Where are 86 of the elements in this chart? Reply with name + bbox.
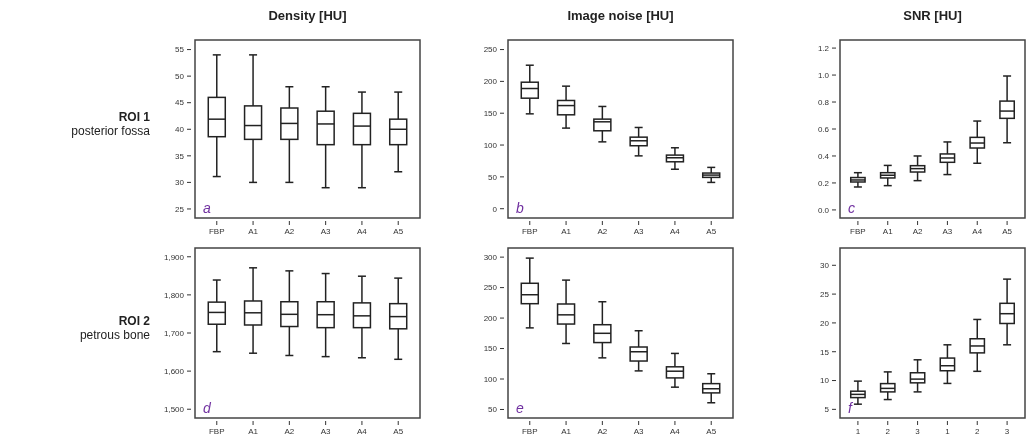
x-tick-label: A3 (320, 427, 332, 436)
x-tick-label: A5 (1002, 227, 1013, 236)
y-tick-label: 20 (820, 318, 830, 328)
y-tick-label: 0.4 (817, 151, 830, 161)
text: posterior fossa (71, 124, 151, 138)
y-tick-label: 10 (820, 376, 830, 386)
y-tick-label: 50 (175, 71, 185, 81)
x-tick-label: 2 (885, 427, 891, 436)
x-tick-label: A2 (912, 227, 924, 236)
y-tick-label: 40 (175, 125, 185, 135)
y-tick-label: 50 (488, 405, 498, 415)
annotation: b (516, 200, 524, 216)
annotation: c (848, 200, 855, 216)
x-tick-label: FBP (521, 427, 538, 436)
y-tick-label: 300 (483, 252, 498, 262)
y-tick-label: 45 (175, 98, 185, 108)
x-tick-label: A3 (320, 227, 332, 236)
x-tick-label: A4 (670, 227, 681, 236)
x-tick-label: A2 (597, 427, 608, 436)
y-tick-label: 0.0 (817, 205, 830, 215)
x-tick-label: A2 (284, 427, 295, 436)
y-tick-label: 1,700 (163, 328, 185, 338)
y-tick-label: 100 (483, 374, 498, 384)
x-tick-label: A4 (972, 227, 983, 236)
y-tick-label: 0 (492, 204, 498, 214)
x-tick-label: 1 (945, 427, 951, 436)
x-tick-label: A3 (633, 227, 645, 236)
x-tick-label: 3 (915, 427, 921, 436)
x-tick-label: A5 (706, 227, 717, 236)
y-tick-label: 1,600 (163, 366, 185, 376)
annotation: a (203, 200, 211, 216)
y-tick-label: 150 (483, 109, 498, 119)
x-tick-label: A3 (942, 227, 953, 236)
y-tick-label: 1,800 (163, 290, 185, 300)
x-tick-label: FBP (208, 227, 225, 236)
text: petrous bone (79, 328, 151, 342)
x-tick-label: FBP (208, 427, 225, 436)
y-tick-label: 0.8 (817, 97, 830, 107)
x-tick-label: A5 (393, 427, 404, 436)
y-tick-label: 55 (175, 45, 185, 55)
x-tick-label: 1 (855, 427, 861, 436)
y-tick-label: 5 (824, 405, 830, 415)
y-tick-label: 1,500 (163, 405, 185, 415)
y-tick-label: 200 (483, 77, 498, 87)
y-tick-label: 30 (820, 261, 830, 271)
x-tick-label: 2 (975, 427, 981, 436)
x-tick-label: A4 (357, 427, 368, 436)
annotation: e (516, 400, 524, 416)
x-tick-label: A1 (561, 427, 572, 436)
y-tick-label: 100 (483, 140, 498, 150)
x-tick-label: A1 (248, 427, 259, 436)
x-tick-label: A4 (357, 227, 368, 236)
x-tick-label: A5 (393, 227, 404, 236)
y-tick-label: 30 (175, 178, 185, 188)
x-tick-label: FBP (521, 227, 538, 236)
annotation: d (203, 400, 212, 416)
y-tick-label: 0.2 (817, 178, 830, 188)
text: ROI 1 (118, 110, 151, 124)
x-tick-label: A3 (633, 427, 645, 436)
x-tick-label: 3 (1004, 427, 1010, 436)
y-tick-label: 35 (175, 151, 185, 161)
y-tick-label: 50 (488, 172, 498, 182)
x-tick-label: A2 (284, 227, 295, 236)
y-tick-label: 15 (820, 347, 830, 357)
y-tick-label: 200 (483, 313, 498, 323)
chart-title: SNR [HU] (903, 8, 962, 23)
y-tick-label: 25 (820, 289, 830, 299)
x-tick-label: A4 (670, 427, 681, 436)
y-tick-label: 250 (483, 45, 498, 55)
y-tick-label: 1.0 (817, 70, 830, 80)
x-tick-label: A5 (706, 427, 717, 436)
y-tick-label: 150 (483, 344, 498, 354)
x-tick-label: A1 (882, 227, 894, 236)
y-tick-label: 1,900 (163, 252, 185, 262)
x-tick-label: A1 (248, 227, 259, 236)
x-tick-label: A1 (561, 227, 572, 236)
annotation: f (848, 400, 854, 416)
y-tick-label: 0.6 (817, 124, 830, 134)
y-tick-label: 1.2 (817, 43, 830, 53)
y-tick-label: 250 (483, 283, 498, 293)
x-tick-label: A2 (597, 227, 608, 236)
chart-title: Image noise [HU] (567, 8, 674, 23)
y-tick-label: 25 (175, 204, 185, 214)
text: ROI 2 (118, 314, 151, 328)
x-tick-label: FBP (850, 227, 866, 236)
chart-title: Density [HU] (268, 8, 347, 23)
